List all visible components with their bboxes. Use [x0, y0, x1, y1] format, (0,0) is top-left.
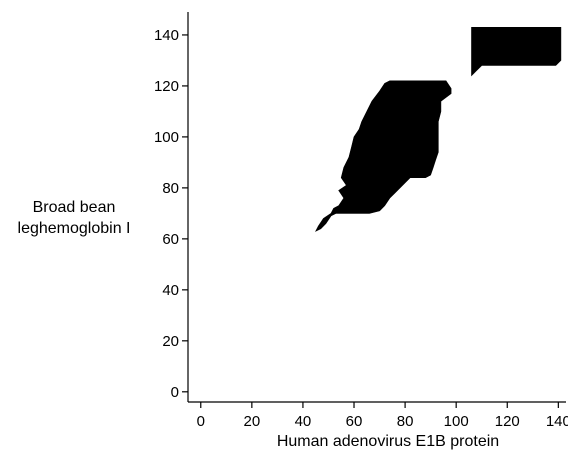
- y-tick-label: 60: [162, 231, 179, 248]
- x-tick-label: 20: [244, 413, 261, 430]
- y-axis-title-line-2: leghemoglobin I: [18, 220, 131, 237]
- y-axis-ticks: 0 20 40 60 80 100 120 140: [154, 27, 188, 401]
- plot-regions: [315, 26, 562, 232]
- upper-right-match-region: [471, 26, 562, 77]
- y-tick-label: 20: [162, 333, 179, 350]
- x-tick-label: 140: [546, 413, 568, 430]
- y-tick-label: 0: [171, 384, 179, 401]
- y-tick-label: 80: [162, 180, 179, 197]
- central-match-region: [315, 80, 452, 232]
- y-tick-label: 40: [162, 282, 179, 299]
- y-tick-label: 140: [154, 27, 179, 44]
- x-tick-label: 120: [495, 413, 520, 430]
- x-tick-label: 80: [397, 413, 414, 430]
- y-tick-label: 100: [154, 129, 179, 146]
- x-axis-ticks: 0 20 40 60 80 100 120 140: [197, 402, 568, 430]
- x-tick-label: 0: [197, 413, 205, 430]
- x-tick-label: 60: [346, 413, 363, 430]
- x-tick-label: 100: [444, 413, 469, 430]
- x-axis-title: Human adenovirus E1B protein: [277, 433, 499, 450]
- x-tick-label: 40: [295, 413, 312, 430]
- y-axis-title-line-1: Broad bean: [33, 199, 116, 216]
- y-tick-label: 120: [154, 78, 179, 95]
